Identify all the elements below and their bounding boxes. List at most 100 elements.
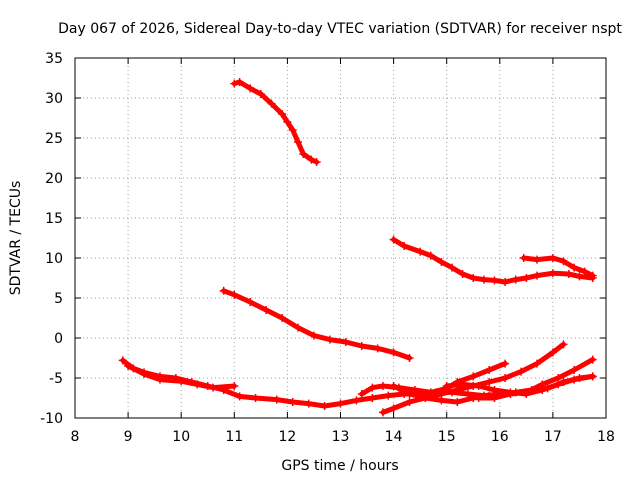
data-point-marker bbox=[517, 367, 526, 376]
data-point-marker bbox=[272, 395, 281, 404]
data-point-marker bbox=[140, 370, 149, 378]
series-arc-2 bbox=[389, 235, 597, 286]
data-point-marker bbox=[400, 242, 409, 250]
data-point-marker bbox=[262, 306, 271, 314]
series-arc-7 bbox=[357, 359, 510, 398]
data-point-marker bbox=[341, 338, 350, 346]
data-point-marker bbox=[554, 380, 563, 389]
data-point-marker bbox=[588, 271, 597, 280]
series-arc-1 bbox=[230, 78, 321, 166]
data-point-marker bbox=[532, 359, 541, 368]
data-point-marker bbox=[389, 404, 398, 413]
data-point-marker bbox=[588, 372, 597, 381]
x-tick-label: 9 bbox=[124, 429, 133, 445]
y-tick-label: -5 bbox=[49, 371, 63, 387]
y-tick-label: 30 bbox=[45, 91, 63, 107]
series-line bbox=[231, 79, 320, 165]
data-point-marker bbox=[426, 251, 435, 260]
x-tick-label: 16 bbox=[491, 429, 509, 445]
data-point-marker bbox=[548, 254, 557, 262]
data-point-marker bbox=[532, 255, 541, 264]
x-tick-label: 18 bbox=[597, 429, 615, 445]
data-point-marker bbox=[559, 340, 568, 349]
data-point-marker bbox=[495, 390, 504, 398]
data-point-marker bbox=[490, 276, 499, 285]
data-point-marker bbox=[325, 335, 334, 344]
data-point-marker bbox=[570, 366, 579, 374]
data-point-marker bbox=[357, 390, 366, 398]
series-arc-4 bbox=[219, 286, 414, 362]
y-tick-label: 5 bbox=[54, 291, 63, 307]
data-point-marker bbox=[294, 323, 303, 332]
data-point-marker bbox=[501, 278, 510, 286]
data-point-marker bbox=[421, 394, 430, 402]
x-tick-labels: 8 9 10 11 12 13 14 15 16 17 18 bbox=[71, 429, 615, 445]
y-tick-label: -10 bbox=[40, 411, 63, 427]
data-point-marker bbox=[209, 383, 218, 392]
data-point-marker bbox=[320, 402, 329, 410]
data-point-marker bbox=[485, 366, 494, 374]
data-point-marker bbox=[307, 155, 316, 164]
data-point-marker bbox=[458, 270, 467, 278]
x-tick-label: 14 bbox=[385, 429, 403, 445]
data-point-marker bbox=[532, 271, 541, 280]
data-point-marker bbox=[309, 331, 318, 340]
data-point-marker bbox=[501, 374, 510, 382]
data-point-marker bbox=[230, 290, 239, 299]
data-point-marker bbox=[580, 267, 589, 276]
data-point-marker bbox=[246, 298, 255, 306]
data-point-marker bbox=[442, 382, 451, 390]
data-point-marker bbox=[336, 399, 345, 408]
data-point-marker bbox=[538, 386, 547, 394]
data-point-marker bbox=[405, 354, 414, 362]
data-point-marker bbox=[278, 314, 287, 322]
data-point-marker bbox=[469, 394, 478, 402]
x-axis-label: GPS time / hours bbox=[281, 458, 398, 474]
chart-title: Day 067 of 2026, Sidereal Day-to-day VTE… bbox=[58, 21, 622, 37]
data-point-marker bbox=[389, 382, 398, 390]
data-point-marker bbox=[299, 150, 308, 158]
data-point-marker bbox=[312, 158, 321, 166]
data-point-marker bbox=[177, 377, 186, 386]
data-point-marker bbox=[294, 138, 303, 146]
y-tick-label: 25 bbox=[45, 131, 63, 147]
data-point-marker bbox=[378, 382, 387, 390]
data-point-marker bbox=[405, 398, 414, 406]
data-point-marker bbox=[479, 275, 488, 284]
data-point-marker bbox=[506, 388, 515, 397]
data-point-marker bbox=[588, 355, 597, 364]
data-point-marker bbox=[548, 348, 557, 357]
data-point-marker bbox=[251, 394, 260, 402]
data-point-marker bbox=[155, 375, 164, 384]
x-tick-label: 13 bbox=[332, 429, 350, 445]
y-tick-label: 0 bbox=[54, 331, 63, 347]
data-point-marker bbox=[437, 396, 446, 405]
data-point-marker bbox=[352, 396, 361, 405]
data-point-marker bbox=[453, 398, 462, 406]
series-arc-3 bbox=[519, 254, 597, 280]
data-point-marker bbox=[389, 348, 398, 357]
data-point-marker bbox=[378, 408, 387, 417]
data-point-marker bbox=[474, 382, 483, 390]
x-tick-label: 15 bbox=[438, 429, 456, 445]
data-point-marker bbox=[230, 382, 239, 390]
data-point-marker bbox=[511, 275, 520, 284]
data-point-marker bbox=[522, 390, 531, 398]
data-point-marker bbox=[469, 274, 478, 282]
data-point-marker bbox=[485, 391, 494, 400]
data-point-marker bbox=[389, 235, 398, 244]
data-point-marker bbox=[288, 126, 297, 134]
data-point-marker bbox=[235, 392, 244, 401]
data-point-marker bbox=[405, 390, 414, 398]
data-point-marker bbox=[288, 398, 297, 406]
data-point-marker bbox=[548, 269, 557, 278]
data-point-marker bbox=[256, 90, 265, 98]
data-point-marker bbox=[570, 375, 579, 384]
data-point-marker bbox=[448, 263, 457, 272]
data-point-marker bbox=[278, 110, 287, 118]
series-arc-11 bbox=[389, 382, 504, 406]
data-point-marker bbox=[570, 263, 579, 272]
x-tick-label: 11 bbox=[225, 429, 243, 445]
data-point-marker bbox=[193, 380, 202, 389]
